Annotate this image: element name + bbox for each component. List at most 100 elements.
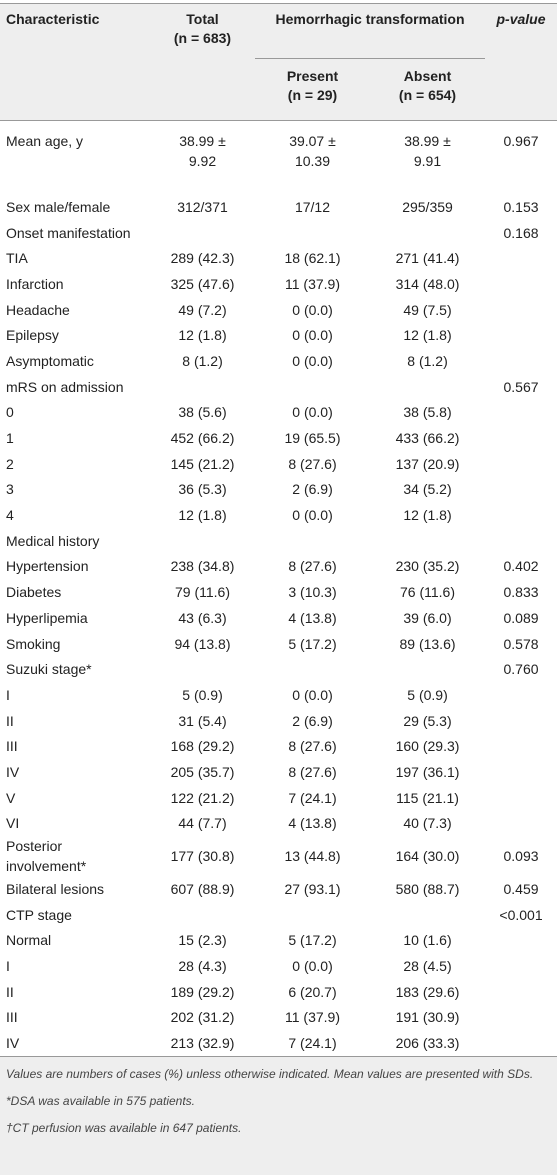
table-cell: 122 (21.2) bbox=[170, 789, 235, 806]
table-cell: 4 (13.8) bbox=[288, 815, 337, 832]
table-cell: V bbox=[6, 789, 16, 806]
table-cell: <0.001 bbox=[499, 906, 543, 923]
table-cell: 325 (47.6) bbox=[170, 275, 235, 292]
table-cell: 0.402 bbox=[503, 558, 539, 575]
table-row: III 168 (29.2) 8 (27.6) 160 (29.3) bbox=[0, 733, 557, 759]
table-cell: 452 (66.2) bbox=[170, 430, 235, 447]
table-cell: CTP stage bbox=[6, 906, 72, 923]
page: Characteristic Total (n = 683) Hemorrhagi… bbox=[0, 3, 557, 1175]
table-row: Smoking 94 (13.8) 5 (17.2) 89 (13.6) 0.578 bbox=[0, 631, 557, 657]
table-row: 4 12 (1.8) 0 (0.0) 12 (1.8) bbox=[0, 502, 557, 528]
header-text: Total bbox=[186, 11, 219, 27]
table-cell: 0 (0.0) bbox=[292, 686, 333, 703]
table-cell: 94 (13.8) bbox=[174, 635, 231, 652]
table-cell: 28 (4.5) bbox=[403, 958, 452, 975]
table-cell bbox=[485, 322, 557, 348]
table-cell: mRS on admission bbox=[6, 378, 124, 395]
table-cell: Asymptomatic bbox=[6, 352, 94, 369]
table-row: Suzuki stage* 0.760 bbox=[0, 656, 557, 682]
table-cell: 38 (5.8) bbox=[403, 404, 452, 421]
table-cell bbox=[255, 374, 370, 400]
table-cell: 189 (29.2) bbox=[170, 983, 235, 1000]
table-cell: Hyperlipemia bbox=[6, 609, 88, 626]
table-cell: Medical history bbox=[6, 532, 100, 549]
table-cell: 312/371 bbox=[177, 198, 228, 215]
table-cell: 27 (93.1) bbox=[284, 881, 341, 898]
table-cell: 168 (29.2) bbox=[170, 738, 235, 755]
table-cell: 36 (5.3) bbox=[178, 481, 227, 498]
table-cell: 40 (7.3) bbox=[403, 815, 452, 832]
cell-text: 39.07 ± 10.39 bbox=[289, 133, 336, 169]
table-cell: 0.153 bbox=[503, 198, 539, 215]
table-cell: Headache bbox=[6, 301, 70, 318]
table-cell: TIA bbox=[6, 250, 28, 267]
table-row: Normal 15 (2.3) 5 (17.2) 10 (1.6) bbox=[0, 928, 557, 954]
header-text: (n = 29) bbox=[287, 87, 338, 103]
table-cell: 39.07 ± 10.39 bbox=[255, 121, 370, 195]
table-cell: 295/359 bbox=[402, 198, 453, 215]
header-cell: Total (n = 683) bbox=[150, 4, 255, 121]
table-cell: VI bbox=[6, 815, 20, 832]
table-row: VI 44 (7.7) 4 (13.8) 40 (7.3) bbox=[0, 811, 557, 837]
table-row: IV 213 (32.9) 7 (24.1) 206 (33.3) bbox=[0, 1030, 557, 1056]
table-row: Medical history bbox=[0, 528, 557, 554]
table-cell: 12 (1.8) bbox=[178, 507, 227, 524]
table-cell: 49 (7.5) bbox=[403, 301, 452, 318]
table-cell bbox=[150, 528, 255, 554]
table-cell bbox=[255, 902, 370, 928]
table-row: Onset manifestation 0.168 bbox=[0, 220, 557, 246]
table-cell bbox=[150, 374, 255, 400]
table-cell: 0 (0.0) bbox=[292, 352, 333, 369]
table-cell bbox=[485, 400, 557, 426]
table-cell: 238 (34.8) bbox=[170, 558, 235, 575]
table-cell: 0 (0.0) bbox=[292, 404, 333, 421]
table-cell: 43 (6.3) bbox=[178, 609, 227, 626]
table-cell: 164 (30.0) bbox=[395, 848, 460, 865]
table-cell: 28 (4.3) bbox=[178, 958, 227, 975]
table-cell bbox=[485, 425, 557, 451]
header-text: Present bbox=[286, 68, 339, 84]
table-cell: 0 (0.0) bbox=[292, 301, 333, 318]
table-cell: 2 (6.9) bbox=[292, 481, 333, 498]
table-row: Infarction 325 (47.6) 11 (37.9) 314 (48.0) bbox=[0, 271, 557, 297]
table-cell: 5 (17.2) bbox=[288, 932, 337, 949]
table-cell: 6 (20.7) bbox=[288, 983, 337, 1000]
table-cell: Posterior involvement* bbox=[6, 838, 87, 875]
header-cell: Hemorrhagic transformation bbox=[255, 3, 486, 59]
table-cell bbox=[485, 759, 557, 785]
header-text: Absent bbox=[403, 68, 452, 84]
table-row: Diabetes 79 (11.6) 3 (10.3) 76 (11.6) 0.833 bbox=[0, 579, 557, 605]
table-cell: 213 (32.9) bbox=[170, 1035, 235, 1052]
table-cell: 18 (62.1) bbox=[284, 250, 341, 267]
table-cell bbox=[485, 928, 557, 954]
table-cell bbox=[370, 656, 485, 682]
table-cell: 289 (42.3) bbox=[170, 250, 235, 267]
table-row: TIA 289 (42.3) 18 (62.1) 271 (41.4) bbox=[0, 245, 557, 271]
table-cell: 12 (1.8) bbox=[403, 507, 452, 524]
table-cell: Sex male/female bbox=[6, 198, 111, 215]
table-cell: 177 (30.8) bbox=[170, 848, 235, 865]
table-cell bbox=[485, 811, 557, 837]
table-cell: Onset manifestation bbox=[6, 224, 131, 241]
table-row: III 202 (31.2) 11 (37.9) 191 (30.9) bbox=[0, 1005, 557, 1031]
table-cell bbox=[370, 220, 485, 246]
table-row: Bilateral lesions 607 (88.9) 27 (93.1) 580 … bbox=[0, 876, 557, 902]
table-cell: I bbox=[6, 686, 10, 703]
table-cell: 38 (5.6) bbox=[178, 404, 227, 421]
table-cell bbox=[150, 902, 255, 928]
footnote: Values are numbers of cases (%) unless o… bbox=[6, 1067, 534, 1081]
table-cell: 15 (2.3) bbox=[178, 932, 227, 949]
table-cell: 0.168 bbox=[503, 224, 539, 241]
footnotes: Values are numbers of cases (%) unless o… bbox=[0, 1057, 557, 1175]
table-cell: 4 bbox=[6, 507, 14, 524]
table-cell bbox=[255, 528, 370, 554]
table-cell: 206 (33.3) bbox=[395, 1035, 460, 1052]
table-cell: III bbox=[6, 1009, 18, 1026]
table-cell: 2 (6.9) bbox=[292, 712, 333, 729]
table-cell: 17/12 bbox=[294, 198, 331, 215]
table-cell: 5 (17.2) bbox=[288, 635, 337, 652]
table-cell: 7 (24.1) bbox=[288, 1035, 337, 1052]
table-header: Characteristic Total (n = 683) Hemorrhagi… bbox=[0, 3, 557, 121]
table-cell: 4 (13.8) bbox=[288, 609, 337, 626]
table-row: Asymptomatic 8 (1.2) 0 (0.0) 8 (1.2) bbox=[0, 348, 557, 374]
